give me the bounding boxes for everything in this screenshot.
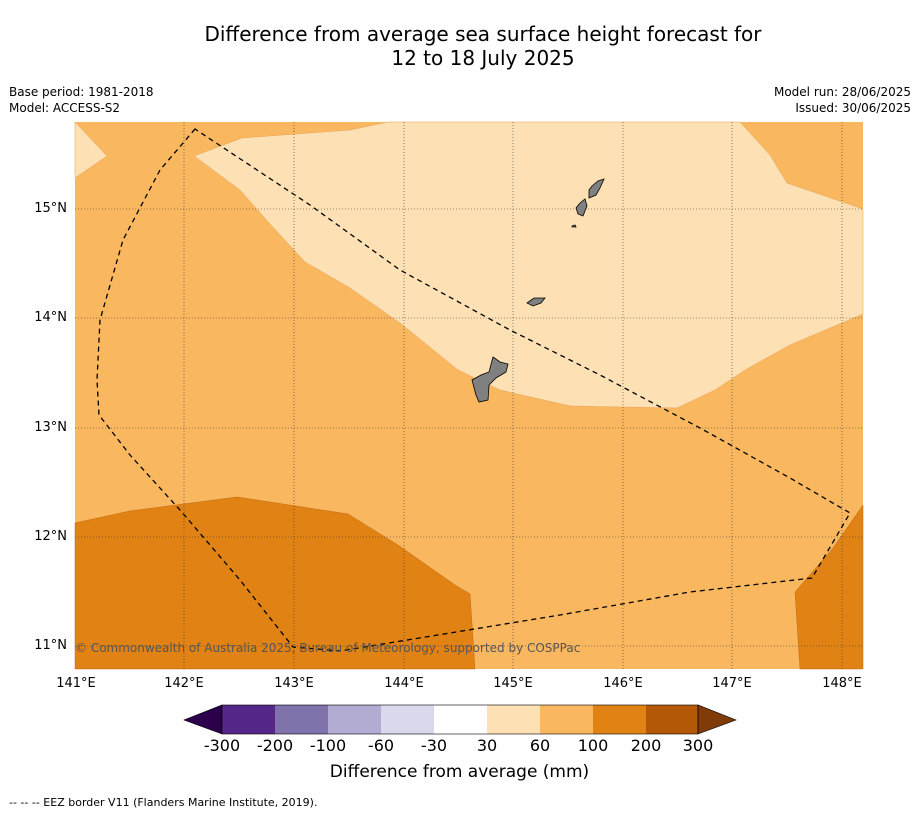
colorbar-swatch [381, 705, 434, 734]
map-panel [74, 121, 864, 670]
eez-border [96, 128, 851, 652]
base-period-text: Base period: 1981-2018 [9, 85, 154, 99]
title-line-1: Difference from average sea surface heig… [204, 22, 762, 46]
colorbar-tick-label: -60 [367, 736, 395, 755]
island-guam [471, 356, 509, 403]
islands [471, 178, 605, 403]
lat-label-14n: 14°N [34, 310, 67, 325]
island-tinian [575, 198, 588, 217]
lon-label-144e: 144°E [384, 676, 424, 691]
lat-label-15n: 15°N [34, 201, 67, 216]
colorbar-outline [221, 704, 699, 735]
lon-label-142e: 142°E [164, 676, 204, 691]
colorbar-swatch [593, 705, 646, 734]
colorbar-tick-label: -30 [420, 736, 448, 755]
eez-footnote: -- -- -- EEZ border V11 (Flanders Marine… [9, 796, 318, 809]
zone-30-60-main [193, 121, 864, 409]
lat-label-13n: 13°N [34, 420, 67, 435]
model-run-text: Model run: 28/06/2025 [773, 85, 911, 99]
colorbar [183, 704, 737, 735]
title-line-2: 12 to 18 July 2025 [391, 46, 575, 70]
issued-text: Issued: 30/06/2025 [795, 101, 911, 115]
lon-label-143e: 143°E [274, 676, 314, 691]
lat-label-11n: 11°N [34, 638, 67, 653]
colorbar-tick-label: 60 [529, 736, 551, 755]
colorbar-swatch [540, 705, 593, 734]
colorbar-tick-label: -300 [203, 736, 241, 755]
colorbar-swatch [434, 705, 487, 734]
info-right: Model run: 28/06/2025 Issued: 30/06/2025 [774, 84, 911, 116]
colorbar-swatch [646, 705, 699, 734]
colorbar-swatch [222, 705, 275, 734]
graticule [75, 122, 863, 669]
island-rota [526, 297, 546, 307]
zone-30-60-corner [74, 121, 108, 179]
colorbar-tick-label: 30 [476, 736, 498, 755]
colorbar-tick-label: 200 [630, 736, 662, 755]
copyright-text: © Commonwealth of Australia 2025, Bureau… [75, 641, 581, 655]
colorbar-swatch [487, 705, 540, 734]
colorbar-extend-high [697, 704, 737, 735]
zone-100-200-south [74, 496, 476, 670]
info-left: Base period: 1981-2018 Model: ACCESS-S2 [9, 84, 154, 116]
colorbar-swatch [275, 705, 328, 734]
colorbar-tick-label: 100 [577, 736, 609, 755]
lon-label-145e: 145°E [493, 676, 533, 691]
island-aguijan [571, 224, 577, 228]
model-text: Model: ACCESS-S2 [9, 101, 121, 115]
chart-title: Difference from average sea surface heig… [0, 22, 919, 70]
lat-label-12n: 12°N [34, 529, 67, 544]
lon-label-147e: 147°E [712, 676, 752, 691]
colorbar-extend-low [183, 704, 223, 735]
colorbar-swatch [328, 705, 381, 734]
lon-label-141e: 141°E [56, 676, 96, 691]
lon-label-148e: 148°E [822, 676, 862, 691]
colorbar-tick-label: 300 [682, 736, 714, 755]
lon-label-146e: 146°E [603, 676, 643, 691]
island-saipan [588, 178, 605, 199]
colorbar-tick-label: -200 [256, 736, 294, 755]
colorbar-tick-label: -100 [309, 736, 347, 755]
zone-100-200-southeast [794, 504, 864, 670]
colorbar-title: Difference from average (mm) [329, 762, 590, 782]
